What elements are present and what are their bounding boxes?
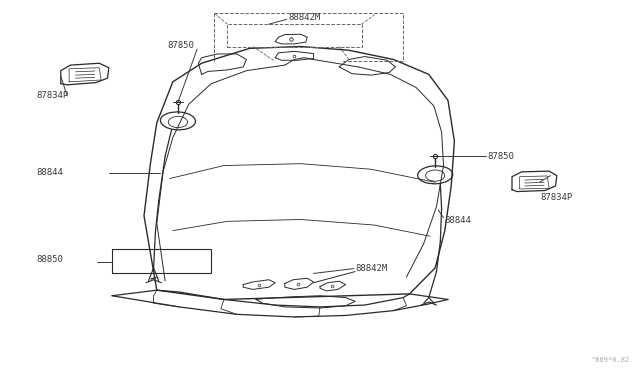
Text: 88842M: 88842M bbox=[288, 13, 320, 22]
Text: 88850: 88850 bbox=[36, 255, 63, 264]
Bar bbox=[112, 249, 211, 273]
Text: 87834P: 87834P bbox=[541, 193, 573, 202]
Text: 88844: 88844 bbox=[36, 169, 63, 177]
Text: 88844: 88844 bbox=[445, 216, 472, 225]
Text: 87834P: 87834P bbox=[36, 92, 68, 100]
Text: ^869*0.82: ^869*0.82 bbox=[592, 357, 630, 363]
Text: 87850: 87850 bbox=[488, 152, 515, 161]
Text: 88842M: 88842M bbox=[355, 264, 387, 273]
Text: 87850: 87850 bbox=[168, 41, 195, 50]
